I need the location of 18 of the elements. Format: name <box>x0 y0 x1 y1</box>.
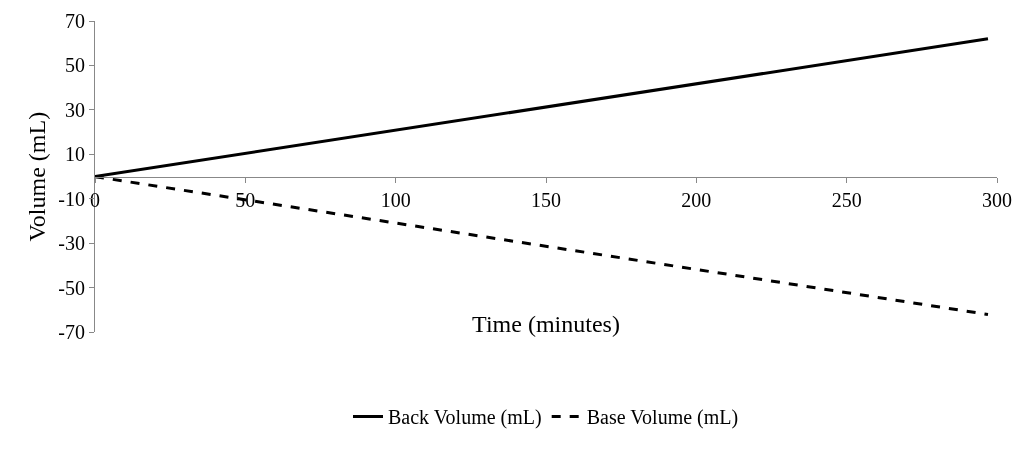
x-axis-title: Time (minutes) <box>472 310 620 337</box>
x-tick-label: 100 <box>380 188 411 211</box>
y-tick-label: -30 <box>58 232 85 255</box>
y-tick-label: 30 <box>65 98 85 121</box>
y-tick-label: 70 <box>65 10 85 32</box>
x-tick-label: 200 <box>681 188 712 211</box>
x-tick-label: 0 <box>90 188 100 211</box>
legend-label: Back Volume (mL) <box>388 406 542 430</box>
y-tick-label: -70 <box>58 321 85 344</box>
x-tick-label: 250 <box>831 188 862 211</box>
y-tick-label: 10 <box>65 143 85 166</box>
y-tick-label: -50 <box>58 276 85 299</box>
x-tick-label: 300 <box>982 188 1012 211</box>
legend-label: Base Volume (mL) <box>586 406 739 430</box>
x-tick-label: 150 <box>531 188 561 211</box>
y-tick-label: -10 <box>58 187 85 210</box>
y-tick-label: 50 <box>65 54 85 77</box>
y-axis-title: Volume (mL) <box>24 111 51 242</box>
